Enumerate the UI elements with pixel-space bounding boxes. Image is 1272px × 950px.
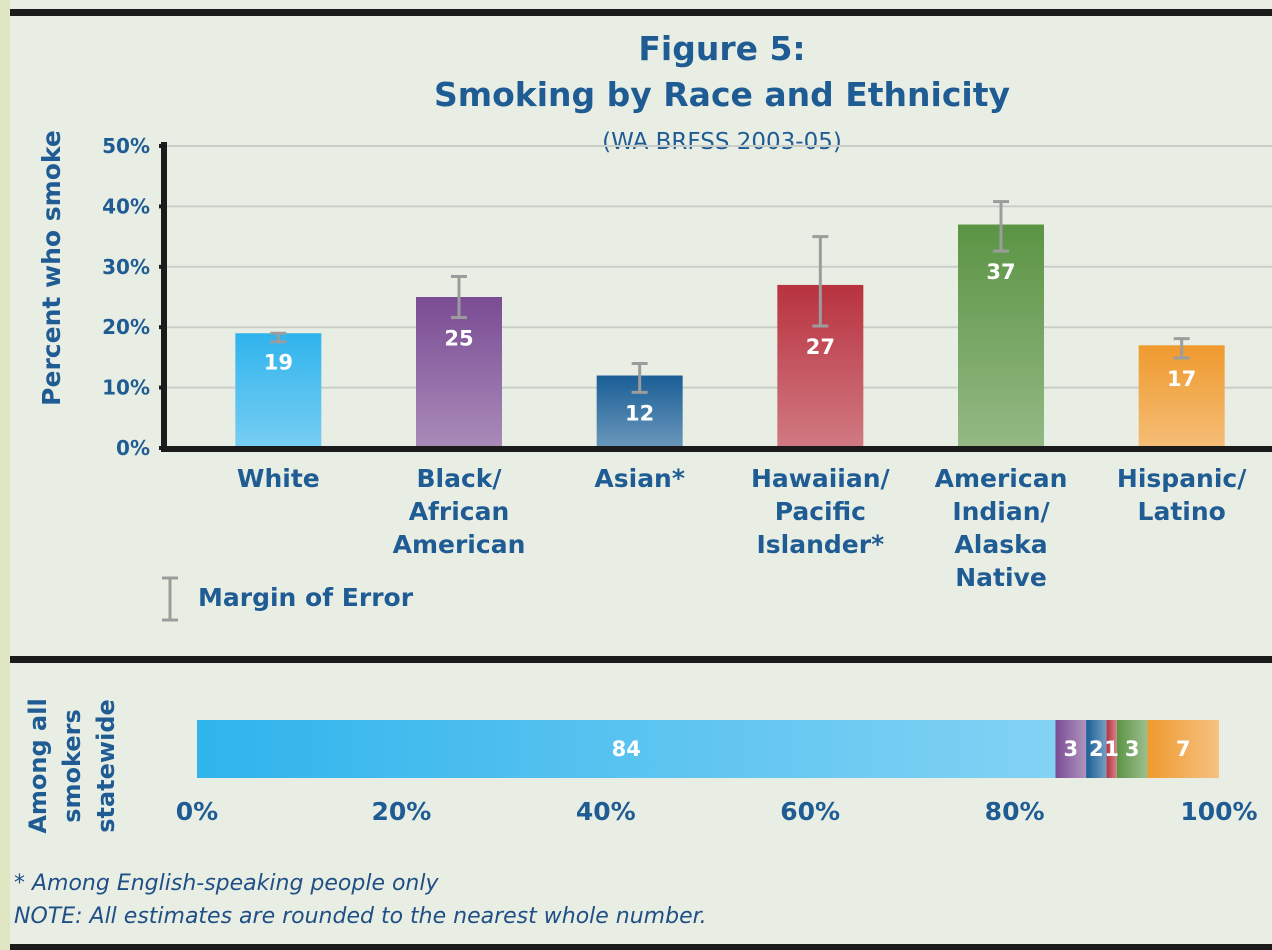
bar-value-label: 25 [444, 327, 473, 351]
chart-title: Figure 5: [638, 29, 805, 68]
y-tick-label: 50% [102, 134, 150, 158]
error-bar [270, 331, 287, 344]
stacked-y-label-3: statewide [92, 699, 120, 833]
y-axis-title: Percent who smoke [37, 130, 66, 406]
stacked-y-label-2: smokers [58, 709, 86, 823]
stacked-bar-labels: 84 3 2 1 3 7 [612, 737, 1191, 761]
stacked-segment [1147, 720, 1219, 778]
stacked-bar [197, 720, 1219, 778]
y-tick-label: 0% [116, 436, 150, 460]
category-label: Black/African American [393, 464, 526, 559]
category-label: Asian* [594, 464, 685, 493]
segment-value-label: 3 [1063, 737, 1078, 761]
x-tick-label: 0% [176, 797, 218, 826]
error-bar [993, 200, 1009, 253]
stacked-x-tick-labels: 0% 20% 40% 60% 80% 100% [176, 797, 1258, 826]
bar-value-label: 17 [1167, 367, 1196, 391]
category-label: American Indian/Alaska Native [935, 464, 1068, 592]
stacked-segment [1116, 720, 1148, 778]
category-label: White [237, 464, 320, 493]
middle-rule [10, 656, 1272, 663]
footnote-note: NOTE: All estimates are rounded to the n… [14, 904, 707, 929]
category-label: Hispanic/Latino [1117, 464, 1247, 526]
chart-subtitle: Smoking by Race and Ethnicity [434, 75, 1010, 114]
x-tick-label: 40% [576, 797, 636, 826]
x-tick-label: 80% [985, 797, 1045, 826]
bar-value-label: 12 [625, 401, 654, 425]
y-tick-labels: 0% 10% 20% 30% 40% 50% [102, 134, 150, 460]
chart-panel: Figure 5: Smoking by Race and Ethnicity … [10, 0, 1272, 950]
stacked-segment [1086, 720, 1107, 778]
bar-value-label: 19 [264, 351, 293, 375]
chart-source: (WA BRFSS 2003-05) [602, 129, 842, 155]
x-tick-label: 100% [1180, 797, 1257, 826]
y-tick-label: 30% [102, 255, 150, 279]
bar [235, 333, 322, 448]
bar-value-label: 27 [806, 335, 835, 359]
error-bars [270, 200, 1190, 394]
x-tick-label: 20% [371, 797, 431, 826]
gridlines [159, 144, 1272, 450]
bar [1138, 345, 1225, 448]
y-tick-label: 40% [102, 194, 150, 218]
bar-data-labels: 19 25 12 27 37 17 [264, 260, 1197, 425]
x-axis-line [161, 446, 1272, 452]
stacked-segment [1106, 720, 1117, 778]
segment-value-label: 1 [1104, 737, 1119, 761]
bottom-rule [10, 944, 1272, 950]
segment-value-label: 84 [612, 737, 641, 761]
bar [958, 224, 1044, 448]
y-axis-line [161, 142, 167, 452]
segment-value-label: 7 [1176, 737, 1191, 761]
footnote-asterisk: * Among English-speaking people only [14, 871, 439, 896]
bar [416, 297, 502, 448]
y-tick-label: 10% [102, 376, 150, 400]
figure-canvas: Figure 5: Smoking by Race and Ethnicity … [10, 9, 1272, 950]
legend-label: Margin of Error [198, 583, 414, 612]
margin-of-error-legend: Margin of Error [162, 576, 414, 622]
x-tick-label: 60% [780, 797, 840, 826]
category-label: Hawaiian/Pacific Islander* [751, 464, 891, 559]
bars [235, 224, 1225, 448]
error-bar [1173, 337, 1190, 360]
stacked-segment [197, 720, 1056, 778]
segment-value-label: 2 [1089, 737, 1104, 761]
error-bar [451, 274, 467, 320]
top-rule [10, 9, 1272, 16]
stacked-y-label-1: Among all [24, 698, 52, 833]
segment-value-label: 3 [1125, 737, 1140, 761]
stacked-segment [1055, 720, 1087, 778]
y-tick-label: 20% [102, 315, 150, 339]
error-bar [812, 235, 829, 328]
error-bar [631, 361, 648, 394]
bar-value-label: 37 [986, 260, 1015, 284]
category-labels: White Black/African American Asian* Hawaiian… [237, 464, 1247, 592]
